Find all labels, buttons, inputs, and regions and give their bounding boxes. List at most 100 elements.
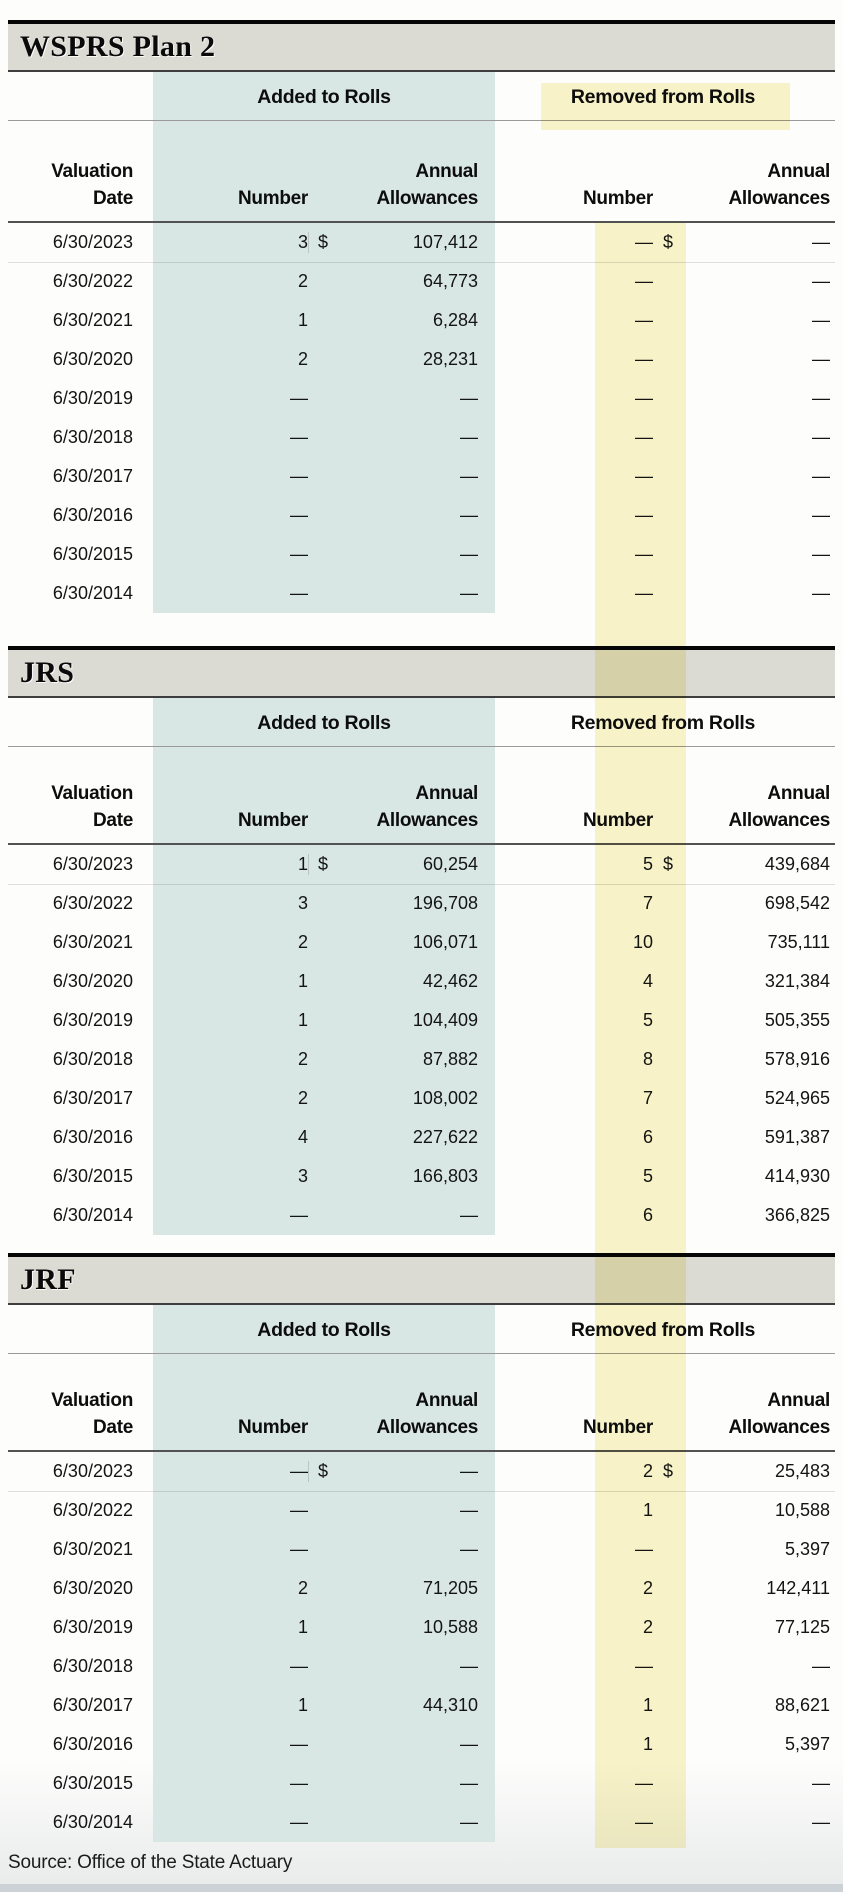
removed-number-cell: — [635, 1812, 653, 1832]
removed-allowance-cell: 414,930 [764, 1166, 830, 1186]
added-number-cell: — [290, 1205, 308, 1225]
added-currency-cell: $ [308, 232, 340, 253]
removed-number-cell: — [635, 1656, 653, 1676]
removed-allowance-cell: 366,825 [764, 1205, 830, 1225]
table-row: 6/30/2020 1 42,462 4 321,384 [8, 962, 835, 1001]
group-header-row: Added to Rolls Removed from Rolls [8, 72, 835, 121]
added-to-rolls-highlight-band [153, 1305, 495, 1842]
valuation-date-cell: 6/30/2017 [52, 1088, 133, 1108]
added-number-cell: — [290, 1812, 308, 1832]
removed-allowance-cell: 5,397 [784, 1539, 830, 1559]
valuation-date-cell: 6/30/2016 [52, 1734, 133, 1754]
removed-number-cell: 2 [642, 1461, 653, 1481]
added-allowance-cell: 28,231 [422, 349, 478, 369]
removed-allowance-cell: — [812, 232, 830, 252]
table-row: 6/30/2016 — — 1 5,397 [8, 1725, 835, 1764]
page-bottom-strip [0, 1884, 843, 1892]
removed-number-cell: — [635, 544, 653, 564]
added-number-cell: — [290, 1773, 308, 1793]
group-header-row: Added to Rolls Removed from Rolls [8, 1305, 835, 1354]
removed-allowance-cell: — [812, 505, 830, 525]
valuation-date-cell: 6/30/2014 [52, 1205, 133, 1225]
table-row: 6/30/2020 2 28,231 — — [8, 340, 835, 379]
added-allowance-cell: — [460, 1734, 478, 1754]
valuation-date-cell: 6/30/2015 [52, 544, 133, 564]
removed-number-cell: — [635, 505, 653, 525]
added-allowance-cell: 106,071 [412, 932, 478, 952]
table-row: 6/30/2019 1 104,409 5 505,355 [8, 1001, 835, 1040]
removed-number-cell: — [635, 232, 653, 252]
removed-allowance-cell: 505,355 [764, 1010, 830, 1030]
added-number-header: Number [238, 1417, 308, 1438]
valuation-date-cell: 6/30/2018 [52, 1656, 133, 1676]
valuation-date-cell: 6/30/2016 [52, 505, 133, 525]
table-title: JRF [20, 1263, 76, 1296]
removed-from-rolls-header: Removed from Rolls [570, 712, 756, 734]
added-number-cell: — [290, 1656, 308, 1676]
valuation-date-header: Valuation Date [51, 1390, 133, 1438]
table-row: 6/30/2023— $ —2 $25,483 [8, 1452, 835, 1491]
added-allowance-cell: 6,284 [432, 310, 478, 330]
removed-annual-allowances-header: Annual Allowances [728, 783, 830, 831]
removed-number-cell: 1 [642, 1734, 653, 1754]
table-title-bar: JRF [8, 1253, 835, 1305]
column-header-row: Valuation Date Number Annual Allowances Nu… [8, 1354, 835, 1452]
added-allowance-cell: — [460, 1539, 478, 1559]
removed-currency-cell: $ [663, 854, 674, 874]
removed-number-cell: 1 [642, 1500, 653, 1520]
table-row: 6/30/2021 1 6,284 — — [8, 301, 835, 340]
valuation-date-cell: 6/30/2015 [52, 1166, 133, 1186]
table-rows: 6/30/2023— $ —2 $25,483 6/30/2022— —1 10,588 6/… [8, 1452, 835, 1842]
removed-allowance-cell: 698,542 [764, 893, 830, 913]
added-number-cell: 3 [297, 1166, 308, 1186]
removed-number-cell: 4 [642, 971, 653, 991]
removed-allowance-cell: — [812, 1773, 830, 1793]
removed-from-rolls-header: Removed from Rolls [570, 86, 756, 108]
removed-number-cell: 10 [632, 932, 653, 952]
added-allowance-cell: 108,002 [412, 1088, 478, 1108]
added-allowance-cell: 44,310 [422, 1695, 478, 1715]
table-row: 6/30/2017 — — — — [8, 457, 835, 496]
table-row: 6/30/2023 3 $107,412— $ — [8, 223, 835, 262]
removed-number-cell: — [635, 271, 653, 291]
valuation-date-cell: 6/30/2019 [52, 1010, 133, 1030]
added-number-cell: 2 [297, 1088, 308, 1108]
removed-allowance-cell: — [812, 583, 830, 603]
added-number-cell: — [290, 1500, 308, 1520]
removed-number-cell: — [635, 466, 653, 486]
table-row: 6/30/2014 — — — — [8, 574, 835, 613]
added-number-cell: 1 [297, 854, 308, 874]
table-row: 6/30/2018 — — — — [8, 418, 835, 457]
removed-number-cell: — [635, 349, 653, 369]
added-allowance-cell: — [460, 427, 478, 447]
table-row: 6/30/2014 — — 6 366,825 [8, 1196, 835, 1235]
column-header-row: Valuation Date Number Annual Allowances Nu… [8, 121, 835, 223]
valuation-date-header: Valuation Date [51, 161, 133, 209]
added-to-rolls-highlight-band [153, 698, 495, 1235]
removed-number-cell: — [635, 388, 653, 408]
added-number-cell: 3 [297, 232, 308, 252]
valuation-date-cell: 6/30/2022 [52, 271, 133, 291]
removed-number-cell: — [635, 1539, 653, 1559]
removed-allowance-cell: — [812, 349, 830, 369]
table-title-bar: WSPRS Plan 2 [8, 20, 835, 72]
valuation-date-cell: 6/30/2020 [52, 349, 133, 369]
removed-number-header: Number [583, 188, 653, 209]
valuation-date-cell: 6/30/2017 [52, 1695, 133, 1715]
removed-annual-allowances-header: Annual Allowances [728, 1390, 830, 1438]
table-row: 6/30/2022 — — 1 10,588 [8, 1491, 835, 1530]
removed-currency-cell: $ [663, 232, 674, 252]
added-number-cell: — [290, 583, 308, 603]
added-allowance-cell: — [460, 1812, 478, 1832]
table-row: 6/30/2022 2 64,773 — — [8, 262, 835, 301]
added-number-cell: 1 [297, 1010, 308, 1030]
added-allowance-cell: 107,412 [412, 232, 478, 252]
removed-number-cell: — [635, 310, 653, 330]
table-title: JRS [20, 656, 75, 689]
added-allowance-cell: — [460, 583, 478, 603]
removed-annual-allowances-header: Annual Allowances [728, 161, 830, 209]
removed-allowance-cell: — [812, 466, 830, 486]
group-header-row: Added to Rolls Removed from Rolls [8, 698, 835, 747]
added-number-cell: — [290, 1461, 308, 1481]
table-rows: 6/30/2023 3 $107,412— $ —6/30/2022 2 64,773— —6… [8, 223, 835, 613]
